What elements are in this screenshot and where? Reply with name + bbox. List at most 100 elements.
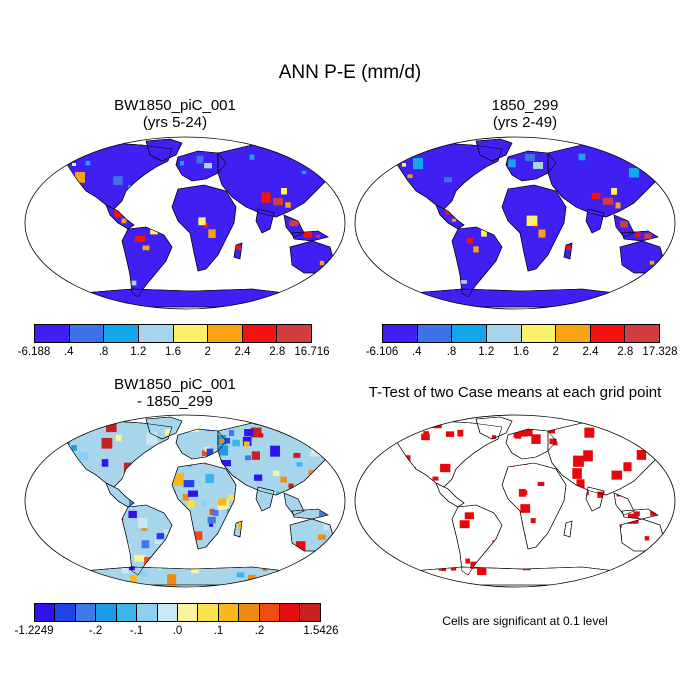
grid-cell-patch <box>173 551 180 558</box>
continent-camerica <box>435 204 465 230</box>
grid-cell-patch <box>142 480 151 488</box>
colorbar-tick-label: .1 <box>213 625 224 637</box>
map-panel-case1 <box>24 136 346 310</box>
coastline <box>451 504 503 576</box>
grid-cell-patch <box>510 426 516 431</box>
colorbar-swatch <box>277 325 311 342</box>
grid-cell-patch <box>649 260 655 265</box>
grid-cell-patch <box>150 229 158 235</box>
grid-cell-patch <box>295 430 301 435</box>
colorbar-tick-label: 1.6 <box>513 346 529 358</box>
grid-cell-patch <box>315 443 327 452</box>
colorbar-swatch <box>239 604 260 621</box>
grid-cell-patch <box>639 575 647 580</box>
grid-cell-patch <box>461 280 467 284</box>
grid-cell-patch <box>655 446 665 456</box>
colorbar-swatch <box>452 325 487 342</box>
colorbar-tick-label: 2.4 <box>582 346 599 358</box>
grid-cell-patch <box>526 215 538 226</box>
colorbar-swatch <box>300 604 320 621</box>
grid-cell-patch <box>278 520 285 526</box>
grid-cell-patch <box>219 438 225 444</box>
map-border <box>24 414 346 588</box>
grid-cell-patch <box>286 542 291 547</box>
grid-cell-patch <box>413 574 419 579</box>
grid-cell-patch <box>450 566 457 571</box>
grid-cell-patch <box>236 572 245 578</box>
colorbar-tick-label: -.2 <box>88 625 103 637</box>
colorbar-case2 <box>382 324 660 343</box>
grid-cell-patch <box>101 437 113 449</box>
grid-cell-patch <box>583 450 593 462</box>
grid-cell-patch <box>89 494 99 505</box>
grid-cell-patch <box>546 423 554 429</box>
grid-cell-patch <box>280 476 287 483</box>
grid-cell-patch <box>419 555 429 567</box>
map-border <box>354 414 676 588</box>
grid-cell-patch <box>183 480 195 488</box>
grid-cell-patch <box>307 438 314 445</box>
colorbar-swatch <box>417 325 453 342</box>
grid-cell-patch <box>644 536 650 541</box>
colorbar-tick-label: .4 <box>411 346 422 358</box>
grid-cell-patch <box>654 455 662 460</box>
grid-cell-patch <box>315 234 321 238</box>
grid-cell-patch <box>303 230 313 238</box>
grid-cell-patch <box>441 567 447 572</box>
grid-cell-patch <box>588 561 598 568</box>
panel3-case-name: BW1850_piC_001 <box>114 376 236 393</box>
colorbar-swatch <box>75 604 97 621</box>
coastline <box>175 150 227 182</box>
grid-cell-patch <box>573 491 583 500</box>
grid-cell-patch <box>523 426 533 437</box>
grid-cell-patch <box>310 426 319 436</box>
grid-cell-patch <box>144 557 153 567</box>
colorbar-swatch <box>198 604 219 621</box>
grid-cell-patch <box>508 159 516 168</box>
grid-cell-patch <box>105 422 117 433</box>
coastline <box>501 184 567 272</box>
grid-cell-patch <box>228 536 234 541</box>
grid-cell-patch <box>272 470 280 477</box>
continent-samerica <box>451 504 503 576</box>
grid-cell-patch <box>198 557 208 567</box>
grid-cell-patch <box>459 520 470 529</box>
coastline <box>585 208 605 234</box>
map-panel-difference <box>24 414 346 588</box>
grid-cell-patch <box>514 431 522 439</box>
grid-cell-patch <box>156 452 161 456</box>
grid-cell-patch <box>134 235 146 243</box>
grid-cell-patch <box>465 558 470 564</box>
colorbar-tick-label: 2 <box>552 346 559 358</box>
continent-antarctica <box>81 288 303 308</box>
coastline <box>121 226 173 298</box>
grid-cell-patch <box>451 218 457 222</box>
grid-cell-patch <box>503 456 515 467</box>
continent-asia <box>217 144 339 218</box>
grid-cell-patch <box>401 162 407 167</box>
continent-africa <box>501 184 567 272</box>
continent-antarctica <box>411 288 633 308</box>
colorbar-case1 <box>34 324 312 343</box>
grid-cell-patch <box>537 481 545 487</box>
colorbar-tick-label: 2.8 <box>269 346 286 358</box>
grid-cell-patch <box>306 488 314 496</box>
grid-cell-patch <box>257 559 265 566</box>
grid-cell-patch <box>324 437 333 445</box>
grid-cell-patch <box>128 185 136 194</box>
grid-cell-patch <box>273 198 283 206</box>
grid-cell-patch <box>648 153 656 162</box>
coastline <box>171 184 237 272</box>
grid-cell-patch <box>317 445 328 457</box>
grid-cell-patch <box>115 434 122 442</box>
grid-cell-patch <box>491 435 497 439</box>
continent-camerica <box>435 482 465 508</box>
grid-cell-patch <box>204 163 212 169</box>
grid-cell-patch <box>591 192 601 200</box>
grid-cell-patch <box>80 519 89 527</box>
grid-cell-patch <box>419 421 427 430</box>
grid-cell-patch <box>440 463 451 473</box>
grid-cell-patch <box>301 424 312 432</box>
coastline <box>563 242 573 260</box>
grid-cell-patch <box>316 552 322 557</box>
